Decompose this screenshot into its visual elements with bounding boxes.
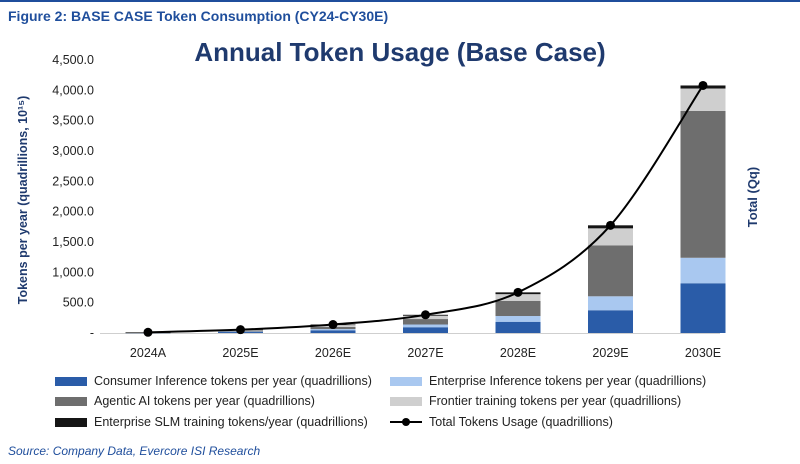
y-tick-label: 4,500.0 — [52, 53, 94, 67]
bar-segment-frontier — [588, 228, 633, 246]
y-axis-ticks: 4,500.0 4,000.0 3,500.0 3,000.0 2,500.0 2,000… — [52, 53, 720, 340]
legend-item-agentic: Agentic AI tokens per year (quadrillions… — [55, 392, 315, 410]
legend-label-enterprise: Enterprise Inference tokens per year (qu… — [429, 374, 707, 388]
bar-segment-frontier — [495, 294, 541, 301]
legend-label-consumer: Consumer Inference tokens per year (quad… — [94, 374, 372, 388]
legend-label-total: Total Tokens Usage (quadrillions) — [429, 415, 613, 429]
total-line-point — [421, 310, 430, 320]
figure-label: Figure 2: BASE CASE Token Consumption (C… — [8, 8, 389, 24]
bar-segment-enterprise — [495, 316, 541, 322]
legend-swatch-slm — [55, 417, 87, 427]
y-axis-label-left: Tokens per year (quadrillions, 10¹⁵) — [16, 96, 30, 304]
bar-segment-enterprise — [403, 324, 448, 328]
chart-legend: Consumer Inference tokens per year (quad… — [55, 372, 745, 440]
bar-segment-enterprise — [588, 296, 633, 311]
y-tick-label: 2,000.0 — [52, 205, 94, 219]
bar-segment-enterprise — [680, 257, 726, 284]
legend-item-total: Total Tokens Usage (quadrillions) — [390, 413, 613, 431]
bar-segment-frontier — [680, 88, 726, 111]
total-line-point — [328, 320, 338, 330]
legend-label-frontier: Frontier training tokens per year (quadr… — [429, 394, 682, 408]
bar-segment-consumer — [680, 283, 726, 333]
total-line-point — [698, 80, 708, 90]
legend-item-consumer: Consumer Inference tokens per year (quad… — [55, 372, 372, 390]
legend-swatch-consumer — [55, 376, 87, 386]
bar-segment-consumer — [403, 327, 448, 333]
source-note: Source: Company Data, Evercore ISI Resea… — [8, 444, 261, 458]
bar-segment-agentic — [495, 300, 541, 317]
figure-header: Figure 2: BASE CASE Token Consumption (C… — [0, 0, 800, 32]
legend-item-enterprise: Enterprise Inference tokens per year (qu… — [390, 372, 706, 390]
bar-segment-consumer — [310, 330, 356, 333]
legend-label-agentic: Agentic AI tokens per year (quadrillions… — [94, 394, 315, 408]
x-tick-label: 2026E — [315, 346, 351, 360]
bar-segment-agentic — [588, 245, 633, 297]
bar-segment-consumer — [495, 321, 541, 333]
chart-title: Annual Token Usage (Base Case) — [194, 37, 606, 67]
legend-swatch-agentic — [55, 396, 87, 406]
y-tick-label: 2,500.0 — [52, 174, 94, 188]
y-tick-label: 4,000.0 — [52, 83, 94, 97]
legend-label-slm: Enterprise SLM training tokens/year (qua… — [94, 415, 368, 429]
y-tick-label: 3,500.0 — [52, 114, 94, 128]
total-line-point — [606, 220, 615, 230]
y-tick-label: 1,000.0 — [52, 265, 94, 279]
x-tick-label: 2025E — [222, 346, 258, 360]
legend-swatch-total-line — [390, 416, 422, 428]
legend-item-frontier: Frontier training tokens per year (quadr… — [390, 392, 681, 410]
x-tick-label: 2024A — [130, 346, 167, 360]
total-line-point — [236, 325, 245, 335]
chart-svg: 4,500.0 4,000.0 3,500.0 3,000.0 2,500.0 2,000… — [16, 53, 760, 360]
bar-segment-enterprise — [310, 329, 356, 331]
x-axis-ticks: 2024A 2025E 2026E 2027E 2028E 2029E 2030E — [130, 346, 721, 360]
legend-swatch-frontier — [390, 396, 422, 406]
y-axis-label-right: Total (Qq) — [745, 167, 760, 227]
x-tick-label: 2029E — [592, 346, 628, 360]
y-tick-label: - — [90, 326, 94, 340]
total-line-point — [143, 327, 153, 337]
y-tick-label: 3,000.0 — [52, 144, 94, 158]
x-tick-label: 2028E — [500, 346, 536, 360]
legend-item-slm: Enterprise SLM training tokens/year (qua… — [55, 413, 368, 431]
legend-swatch-enterprise — [390, 376, 422, 386]
total-line-point — [513, 287, 523, 297]
x-tick-label: 2030E — [685, 346, 721, 360]
total-line-series — [143, 80, 708, 337]
x-tick-label: 2027E — [407, 346, 443, 360]
y-tick-label: 500.0 — [63, 296, 94, 310]
bars — [125, 85, 726, 334]
bar-segment-agentic — [403, 319, 448, 325]
bar-segment-agentic — [680, 110, 726, 258]
bar-segment-consumer — [588, 310, 633, 333]
y-tick-label: 1,500.0 — [52, 235, 94, 249]
